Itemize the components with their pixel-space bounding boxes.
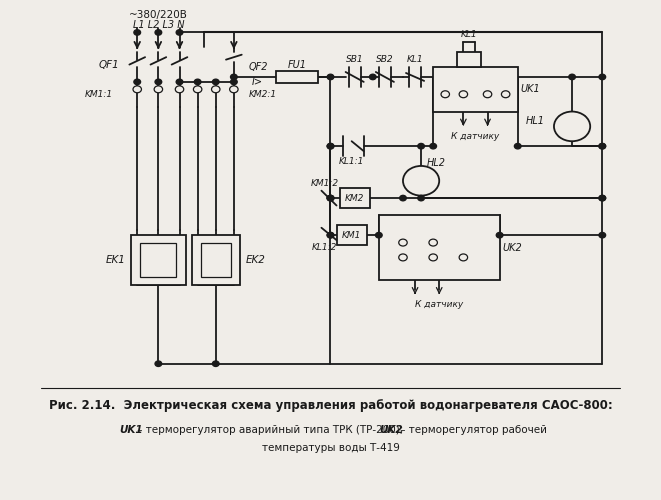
Text: UK1: UK1	[119, 426, 143, 436]
Bar	[192, 235, 240, 284]
Circle shape	[399, 254, 407, 261]
Circle shape	[599, 196, 605, 201]
Circle shape	[194, 86, 202, 93]
Circle shape	[155, 30, 162, 35]
Bar	[131, 235, 186, 284]
Circle shape	[133, 86, 141, 93]
Circle shape	[429, 239, 438, 246]
Circle shape	[176, 79, 183, 84]
Circle shape	[212, 86, 220, 93]
Text: KM2: KM2	[345, 194, 364, 202]
Circle shape	[176, 30, 183, 35]
Circle shape	[231, 79, 237, 84]
Circle shape	[327, 74, 334, 80]
Text: UK2: UK2	[379, 426, 403, 436]
Circle shape	[327, 232, 334, 238]
Circle shape	[430, 144, 436, 149]
Circle shape	[134, 30, 141, 35]
Circle shape	[599, 74, 605, 80]
Text: KL1: KL1	[461, 30, 478, 40]
Bar	[457, 52, 481, 67]
Circle shape	[418, 196, 424, 201]
Circle shape	[155, 79, 162, 84]
Text: температуры воды Т-419: температуры воды Т-419	[262, 443, 399, 453]
Circle shape	[599, 144, 605, 149]
Text: – терморегулятор аварийный типа ТРК (ТР-200);: – терморегулятор аварийный типа ТРК (ТР-…	[134, 426, 407, 436]
Text: HL2: HL2	[427, 158, 446, 168]
Text: KL1: KL1	[407, 55, 423, 64]
Circle shape	[459, 254, 467, 261]
Text: SB2: SB2	[376, 55, 394, 64]
Circle shape	[212, 79, 219, 84]
Circle shape	[429, 254, 438, 261]
Circle shape	[231, 74, 237, 80]
Circle shape	[599, 232, 605, 238]
Text: HL1: HL1	[526, 116, 545, 126]
Text: L1 L2 L3 N: L1 L2 L3 N	[133, 20, 184, 30]
Circle shape	[327, 144, 334, 149]
Circle shape	[400, 196, 407, 201]
Text: KL1:1: KL1:1	[339, 158, 364, 166]
Circle shape	[327, 196, 334, 201]
Circle shape	[194, 79, 201, 84]
Text: QF2: QF2	[249, 62, 268, 72]
Circle shape	[154, 86, 163, 93]
Circle shape	[212, 361, 219, 366]
Text: FU1: FU1	[288, 60, 307, 70]
Text: EK2: EK2	[246, 255, 266, 265]
Circle shape	[327, 144, 334, 149]
Text: QF1: QF1	[98, 60, 119, 70]
Circle shape	[229, 86, 238, 93]
Circle shape	[599, 144, 605, 149]
Bar	[379, 216, 500, 280]
Text: KL1:2: KL1:2	[312, 243, 337, 252]
Text: UK2: UK2	[502, 242, 522, 252]
Text: EK1: EK1	[105, 255, 125, 265]
Circle shape	[175, 86, 184, 93]
Circle shape	[554, 112, 590, 141]
Text: ~380/220В: ~380/220В	[129, 10, 188, 20]
Bar	[336, 226, 367, 245]
Circle shape	[327, 196, 334, 201]
Circle shape	[155, 361, 162, 366]
Circle shape	[134, 79, 141, 84]
Text: KM1:2: KM1:2	[311, 179, 338, 188]
Bar	[340, 188, 369, 208]
Text: К датчику: К датчику	[415, 300, 463, 309]
Circle shape	[599, 196, 605, 201]
Circle shape	[568, 74, 576, 80]
Text: KM1: KM1	[342, 230, 362, 239]
Text: UK1: UK1	[521, 84, 541, 94]
Circle shape	[418, 144, 424, 149]
Text: KM1:1: KM1:1	[85, 90, 113, 99]
Circle shape	[514, 144, 521, 149]
Bar	[140, 242, 176, 277]
Circle shape	[483, 91, 492, 98]
Circle shape	[459, 91, 467, 98]
Circle shape	[327, 196, 334, 201]
Circle shape	[496, 232, 503, 238]
Text: SB1: SB1	[346, 55, 364, 64]
Text: К датчику: К датчику	[451, 132, 500, 141]
Text: I>: I>	[252, 77, 263, 87]
Bar	[276, 71, 319, 83]
Circle shape	[403, 166, 439, 196]
Circle shape	[375, 232, 382, 238]
Bar	[433, 67, 518, 112]
Text: KM2:1: KM2:1	[249, 90, 277, 99]
Bar	[201, 242, 231, 277]
Circle shape	[327, 232, 334, 238]
Text: Рис. 2.14.  Электрическая схема управления работой водонагревателя САОС-800:: Рис. 2.14. Электрическая схема управлени…	[49, 399, 612, 412]
Circle shape	[441, 91, 449, 98]
Circle shape	[369, 74, 376, 80]
Circle shape	[502, 91, 510, 98]
Circle shape	[399, 239, 407, 246]
Text: – терморегулятор рабочей: – терморегулятор рабочей	[397, 426, 547, 436]
